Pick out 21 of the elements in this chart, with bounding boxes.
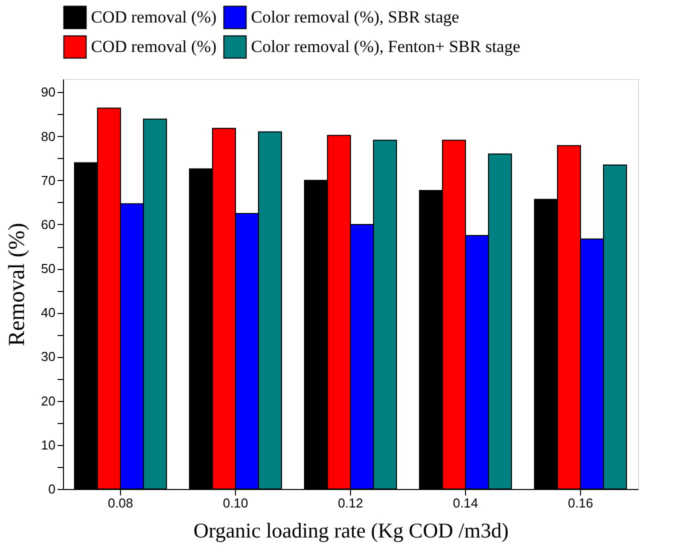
x-tick-label: 0.08 — [108, 496, 134, 510]
legend-label: COD removal (%) — [91, 7, 217, 26]
x-axis-title: Organic loading rate (Kg COD /m3d) — [193, 518, 509, 542]
y-tick-label: 10 — [41, 437, 56, 452]
y-axis-title: Removal (%) — [4, 222, 30, 346]
legend-label: Color removal (%), Fenton+ SBR stage — [251, 37, 520, 56]
y-tick-label: 50 — [41, 261, 56, 276]
y-tick-label: 90 — [41, 84, 56, 100]
legend-label: Color removal (%), SBR stage — [251, 7, 460, 26]
y-tick-label: 60 — [41, 216, 56, 232]
legend-label: COD removal (%) — [91, 37, 217, 56]
y-tick-label: 0 — [48, 482, 56, 496]
y-tick-label: 30 — [41, 349, 56, 364]
x-tick-label: 0.16 — [568, 496, 594, 510]
y-tick-label: 20 — [41, 393, 56, 408]
x-tick-label: 0.12 — [338, 496, 364, 510]
y-tick-label: 80 — [41, 128, 56, 144]
y-tick-label: 40 — [41, 305, 56, 320]
x-tick-label: 0.14 — [452, 496, 478, 510]
y-tick-label: 70 — [41, 172, 56, 188]
x-tick-label: 0.10 — [222, 496, 248, 510]
